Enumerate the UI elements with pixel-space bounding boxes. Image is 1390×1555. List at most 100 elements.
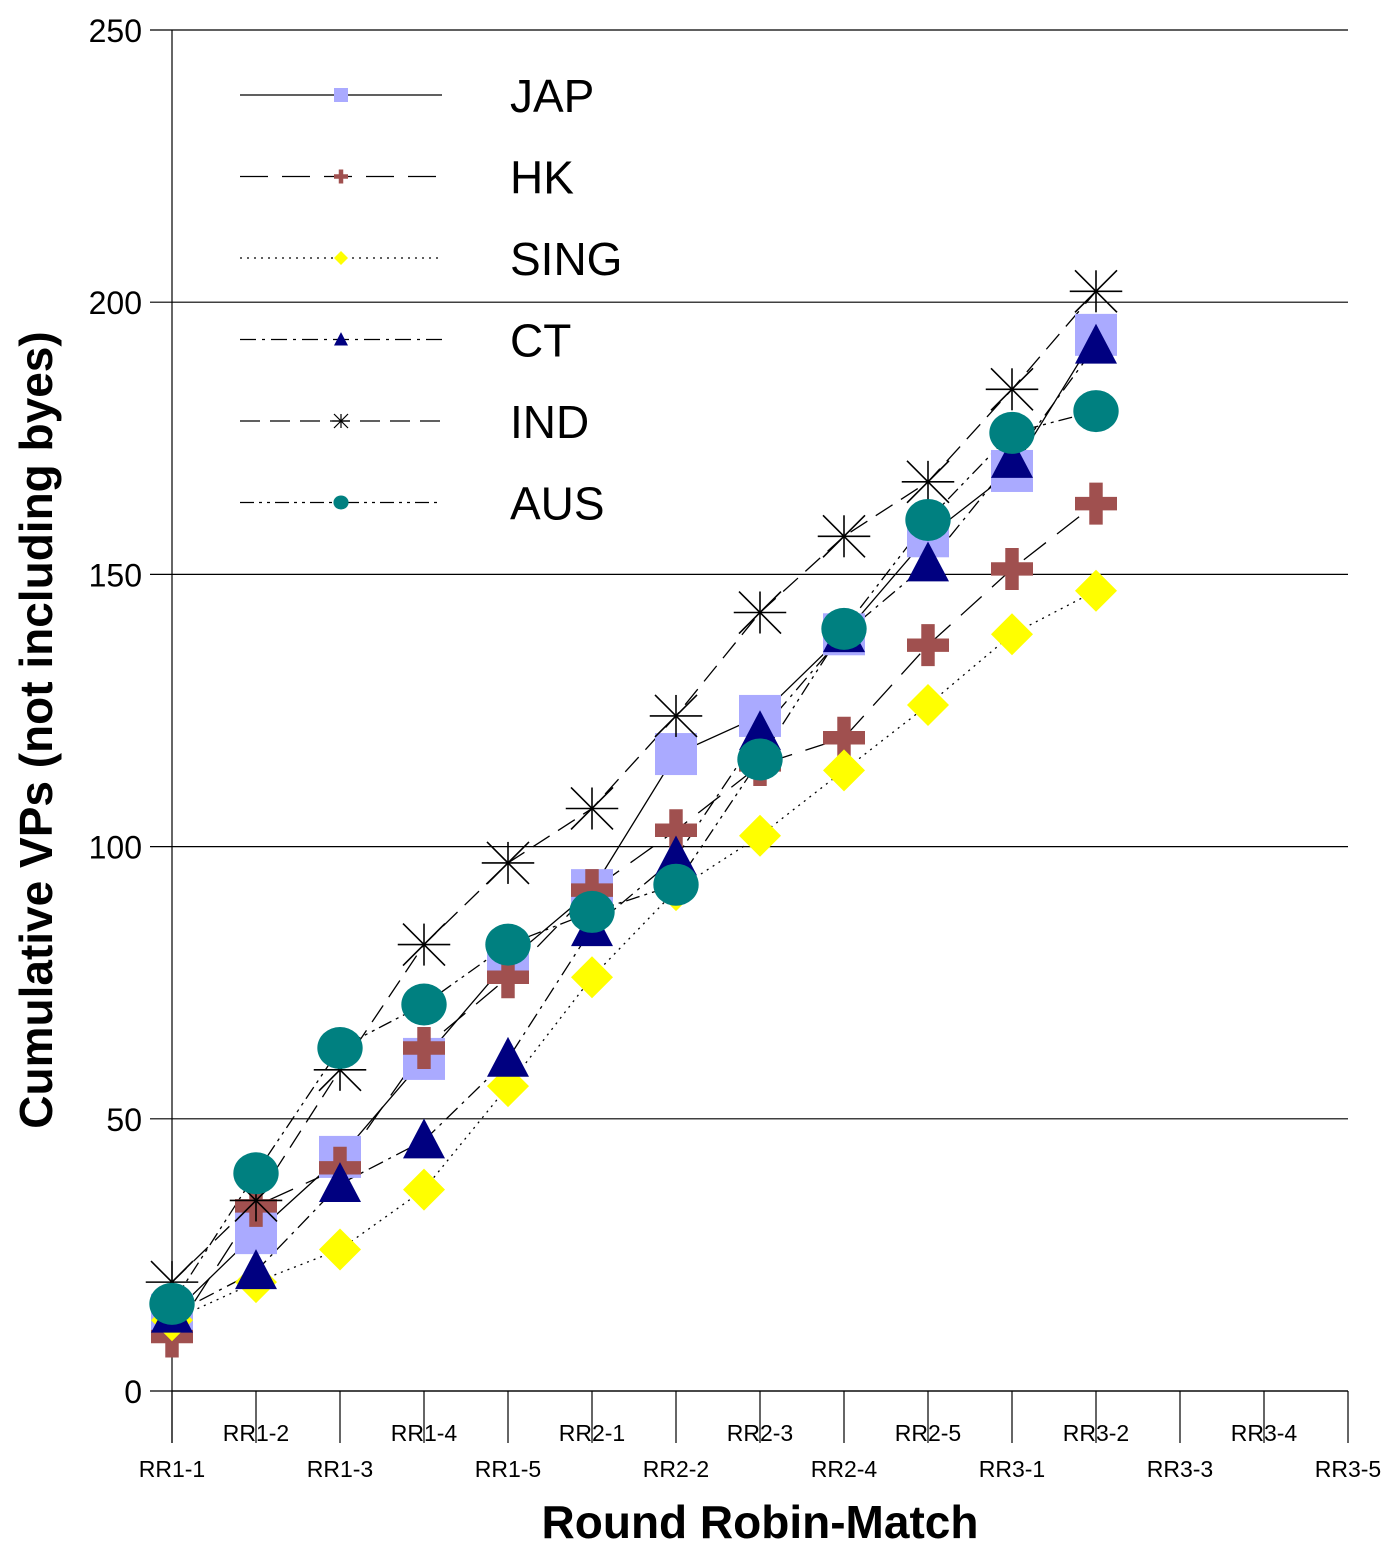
- series-line-aus: [171, 410, 1097, 1305]
- legend-marker: [334, 251, 348, 265]
- tick-labels: 0 50 100 150 200 250 RR1-1 RR1-2 RR1-3 RR1-4 RR1-5…: [89, 13, 1382, 1482]
- data-point: [653, 863, 699, 906]
- data-point: [233, 1152, 279, 1195]
- series-line-sing: [171, 590, 1097, 1321]
- data-point: [737, 738, 783, 781]
- legend-item-jap: JAP: [240, 70, 594, 122]
- series-markers-ct: [151, 323, 1117, 1333]
- legend-label: JAP: [510, 70, 594, 122]
- data-point: [985, 367, 1039, 411]
- x-tick-label: RR1-5: [475, 1456, 541, 1482]
- data-point: [655, 733, 697, 776]
- y-tick-label: 250: [89, 13, 142, 49]
- legend-item-hk: HK: [240, 152, 574, 204]
- y-tick-label: 0: [124, 1374, 142, 1410]
- series-markers-sing: [151, 569, 1117, 1342]
- series-markers-hk: [151, 482, 1117, 1358]
- legend: JAP HK SING CT IND AUS: [240, 70, 622, 530]
- x-tick-label: RR1-4: [391, 1420, 458, 1446]
- data-point: [823, 716, 866, 759]
- data-point: [907, 624, 950, 667]
- data-point: [823, 749, 865, 792]
- axes: [150, 29, 1349, 1443]
- legend-label: AUS: [510, 478, 605, 530]
- data-point: [569, 890, 615, 933]
- data-point: [739, 814, 781, 857]
- data-point: [235, 1249, 277, 1290]
- legend-item-sing: SING: [240, 233, 622, 285]
- series-line-ind: [171, 290, 1097, 1283]
- data-point: [571, 869, 614, 912]
- data-point: [319, 1162, 361, 1202]
- legend-label: CT: [510, 315, 571, 367]
- x-tick-label: RR1-3: [307, 1456, 373, 1482]
- legend-marker: [332, 413, 350, 429]
- y-tick-label: 200: [89, 285, 142, 321]
- data-point: [1075, 482, 1117, 525]
- data-point: [991, 613, 1033, 656]
- data-point: [397, 923, 451, 967]
- x-tick-label: RR2-5: [895, 1420, 961, 1446]
- y-tick-label: 50: [106, 1102, 142, 1138]
- data-point: [403, 1118, 445, 1159]
- x-axis-title: Round Robin-Match: [542, 1496, 979, 1548]
- legend-marker: [333, 495, 349, 510]
- data-point: [403, 1027, 445, 1070]
- x-tick-label: RR3-5: [1315, 1456, 1381, 1482]
- y-tick-label: 100: [89, 830, 142, 866]
- series-lines: [171, 290, 1097, 1337]
- data-point: [1075, 323, 1117, 364]
- x-tick-label: RR3-2: [1063, 1420, 1129, 1446]
- data-point: [401, 983, 447, 1026]
- data-point: [1075, 569, 1117, 612]
- series-markers-ind: [145, 269, 1123, 1304]
- data-point: [565, 786, 619, 831]
- data-point: [649, 694, 703, 738]
- legend-label: HK: [510, 152, 574, 204]
- data-point: [991, 438, 1033, 478]
- legend-item-aus: AUS: [240, 478, 605, 530]
- legend-label: IND: [510, 396, 589, 448]
- data-point: [901, 460, 955, 504]
- x-tick-label: RR1-1: [139, 1456, 205, 1482]
- x-tick-label: RR3-1: [979, 1456, 1045, 1482]
- x-tick-label: RR2-1: [559, 1420, 625, 1446]
- x-tick-label: RR2-4: [811, 1456, 878, 1482]
- data-point: [319, 1228, 361, 1271]
- data-point: [485, 923, 531, 966]
- data-point: [821, 607, 867, 650]
- data-point: [1069, 269, 1123, 313]
- data-point: [907, 684, 949, 727]
- series-markers-jap: [151, 313, 1117, 1336]
- x-tick-label: RR2-3: [727, 1420, 793, 1446]
- series-line-hk: [171, 503, 1097, 1337]
- data-point: [487, 1036, 529, 1077]
- data-point: [481, 841, 535, 885]
- y-axis-title: Cumulative VPs (not including byes): [10, 331, 62, 1128]
- legend-label: SING: [510, 233, 622, 285]
- data-point: [403, 1168, 445, 1211]
- data-point: [1073, 390, 1119, 433]
- data-point: [739, 710, 781, 751]
- data-point: [989, 411, 1035, 454]
- legend-item-ind: IND: [240, 396, 589, 448]
- data-point: [149, 1282, 195, 1325]
- legend-marker: [334, 169, 349, 184]
- y-tick-label: 150: [89, 557, 142, 593]
- data-point: [905, 498, 951, 541]
- series-line-jap: [171, 334, 1097, 1316]
- data-point: [486, 956, 529, 999]
- series-markers-aus: [149, 390, 1119, 1325]
- data-point: [817, 514, 871, 558]
- data-point: [990, 547, 1033, 590]
- legend-item-ct: CT: [240, 315, 571, 367]
- data-point: [907, 541, 949, 582]
- x-tick-label: RR1-2: [223, 1420, 289, 1446]
- data-point: [655, 835, 697, 876]
- x-tick-label: RR3-4: [1231, 1420, 1298, 1446]
- data-point: [317, 1027, 363, 1070]
- series-line-ct: [171, 345, 1097, 1316]
- series-markers: [145, 269, 1123, 1358]
- data-point: [733, 590, 787, 635]
- data-point: [655, 809, 698, 852]
